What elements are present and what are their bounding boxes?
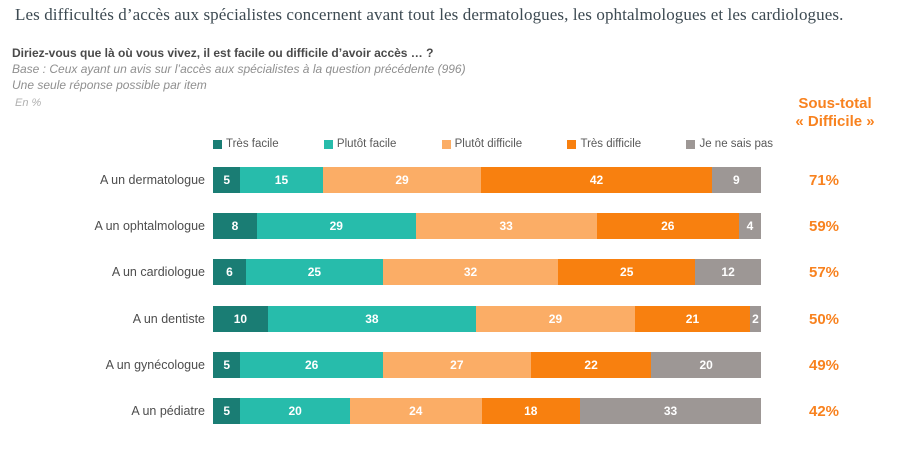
category-label: A un pédiatre <box>131 404 205 418</box>
bar-segment: 42 <box>481 167 712 193</box>
bar-segment: 20 <box>240 398 350 424</box>
legend-swatch-icon <box>213 139 222 149</box>
legend-item: Je ne sais pas <box>686 138 773 150</box>
bar-segment: 29 <box>256 213 416 239</box>
bar-segment: 38 <box>267 306 477 332</box>
bar-segment: 20 <box>651 352 761 378</box>
bar-segment: 10 <box>213 306 268 332</box>
survey-base-note: Base : Ceux ayant un avis sur l’accès au… <box>12 62 466 76</box>
legend-item: Très difficile <box>567 138 641 150</box>
legend-item: Plutôt facile <box>323 138 397 150</box>
stacked-bar: 5 15 29 42 9 <box>213 167 761 193</box>
page-title: Les difficultés d’accès aux spécialistes… <box>15 5 844 24</box>
category-label: A un gynécologue <box>105 358 205 372</box>
stacked-bar: 10 38 29 21 2 <box>213 306 761 332</box>
stacked-bar: 5 26 27 22 20 <box>213 352 761 378</box>
bar-segment: 18 <box>481 398 581 424</box>
subtotal-value: 42% <box>808 402 840 420</box>
subtotal-header-line1: Sous-total <box>798 95 872 112</box>
chart-row: A un gynécologue 5 26 27 22 20 49% <box>0 352 907 378</box>
legend-label: Je ne sais pas <box>699 138 773 150</box>
bar-segment: 4 <box>739 213 761 239</box>
bar-segment: 8 <box>213 213 257 239</box>
bar-segment: 9 <box>711 167 761 193</box>
bar-segment: 26 <box>240 352 383 378</box>
bar-segment: 29 <box>476 306 635 332</box>
stacked-bar: 8 29 33 26 4 <box>213 213 761 239</box>
bar-segment: 15 <box>240 167 323 193</box>
subtotal-value: 49% <box>808 356 840 374</box>
legend-item: Plutôt difficile <box>441 138 523 150</box>
legend-item: Très facile <box>213 138 279 150</box>
survey-question: Diriez-vous que là où vous vivez, il est… <box>12 46 434 60</box>
subtotal-value: 50% <box>808 310 840 328</box>
bar-segment: 25 <box>245 259 383 285</box>
bar-segment: 6 <box>213 259 246 285</box>
subtotal-header: Sous-total « Difficile » <box>765 95 905 131</box>
bar-segment: 32 <box>382 259 559 285</box>
stacked-bar: 5 20 24 18 33 <box>213 398 761 424</box>
bar-segment: 5 <box>213 398 241 424</box>
chart-row: A un cardiologue 6 25 32 25 12 57% <box>0 259 907 285</box>
subtotal-value: 71% <box>808 171 840 189</box>
bar-segment: 5 <box>213 352 241 378</box>
category-label: A un dentiste <box>132 312 205 326</box>
subtotal-value: 57% <box>808 263 840 281</box>
bar-segment: 24 <box>349 398 482 424</box>
bar-segment: 5 <box>213 167 241 193</box>
unit-note: En % <box>15 97 42 109</box>
survey-response-note: Une seule réponse possible par item <box>12 78 207 92</box>
bar-segment: 22 <box>530 352 652 378</box>
legend-label: Très difficile <box>580 138 642 150</box>
category-label: A un dermatologue <box>100 173 205 187</box>
bar-segment: 25 <box>558 259 696 285</box>
bar-segment: 2 <box>750 306 761 332</box>
chart-row: A un dentiste 10 38 29 21 2 50% <box>0 306 907 332</box>
chart-row: A un pédiatre 5 20 24 18 33 42% <box>0 398 907 424</box>
bar-segment: 26 <box>596 213 740 239</box>
bar-segment: 27 <box>382 352 531 378</box>
stacked-bar: 6 25 32 25 12 <box>213 259 761 285</box>
legend-label: Plutôt difficile <box>454 138 523 150</box>
subtotal-header-line2: « Difficile » <box>795 113 875 130</box>
legend-swatch-icon <box>686 139 696 149</box>
legend-swatch-icon <box>567 139 577 149</box>
bar-segment: 29 <box>322 167 482 193</box>
bar-segment: 12 <box>695 259 761 285</box>
legend-swatch-icon <box>323 139 333 149</box>
chart-legend: Très facile Plutôt facile Plutôt difficile… <box>213 138 773 150</box>
bar-segment: 21 <box>634 306 751 332</box>
subtotal-value: 59% <box>808 217 840 235</box>
category-label: A un ophtalmologue <box>94 219 205 233</box>
chart-row: A un ophtalmologue 8 29 33 26 4 59% <box>0 213 907 239</box>
legend-label: Très facile <box>226 138 279 150</box>
chart-row: A un dermatologue 5 15 29 42 9 71% <box>0 167 907 193</box>
bar-segment: 33 <box>580 398 761 424</box>
legend-swatch-icon <box>441 139 451 149</box>
legend-label: Plutôt facile <box>336 138 397 150</box>
category-label: A un cardiologue <box>111 265 205 279</box>
bar-segment: 33 <box>415 213 597 239</box>
